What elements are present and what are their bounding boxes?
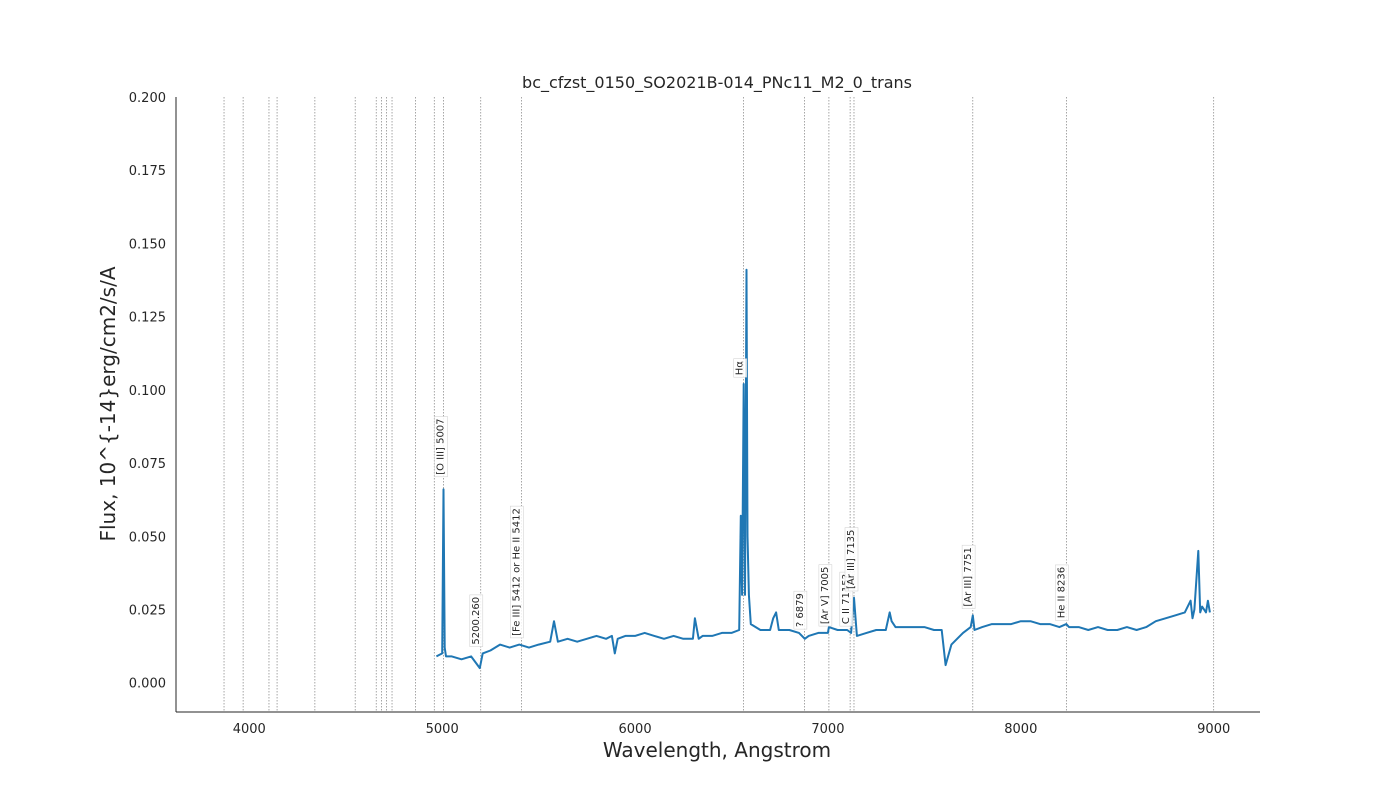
y-axis-title: Flux, 10^{-14}erg/cm2/s/A — [96, 266, 120, 541]
annotation-label: ? 6879 — [795, 593, 806, 627]
annotation-label: [Ar III] 7135 — [846, 530, 857, 589]
annotation-label: C II 7115? — [841, 574, 852, 624]
reference-lines — [223, 97, 1215, 712]
y-tick-label: 0.125 — [129, 311, 166, 326]
x-tick-label: 5000 — [426, 722, 459, 737]
y-tick-label: 0.025 — [129, 604, 166, 619]
annotation-box — [434, 416, 448, 478]
annotation-label: He II 8236 — [1056, 567, 1067, 618]
x-tick-label: 9000 — [1197, 722, 1230, 737]
annotation-label: 5200.260 — [471, 597, 482, 645]
annotation-box — [961, 544, 976, 609]
axes — [175, 97, 1260, 713]
x-tick-label: 6000 — [619, 722, 652, 737]
x-tick-label: 8000 — [1004, 722, 1037, 737]
line-annotation: ? 6879 — [793, 590, 808, 630]
annotation-box — [1055, 564, 1069, 621]
annotation-label: [O III] 5007 — [436, 418, 447, 474]
annotation-box — [510, 505, 524, 639]
y-tick-label: 0.050 — [129, 530, 166, 545]
spectrum-line — [435, 268, 1211, 670]
y-tick-label: 0.200 — [129, 91, 166, 106]
line-annotations: [O III] 5007 5200.260 [Fe III] 5412 or He … — [434, 358, 1069, 647]
annotation-label: Hα — [735, 361, 746, 376]
annotation-box — [469, 594, 484, 647]
y-tick-label: 0.175 — [129, 164, 166, 179]
line-annotation: [Ar V] 7005 — [818, 564, 833, 627]
line-annotation: He II 8236 — [1055, 564, 1069, 621]
line-annotation: 5200.260 — [469, 594, 484, 647]
y-tick-label: 0.100 — [129, 384, 166, 399]
chart-title: bc_cfzst_0150_SO2021B-014_PNc11_M2_0_tra… — [522, 73, 912, 93]
x-tick-label: 7000 — [811, 722, 844, 737]
annotation-label: [Ar III] 7751 — [963, 547, 974, 606]
y-tick-label: 0.150 — [129, 237, 166, 252]
x-tick-labels: 4000 5000 6000 7000 8000 9000 — [233, 722, 1231, 737]
y-tick-labels: 0.000 0.025 0.050 0.075 0.100 0.125 0.150 0.175… — [129, 91, 166, 692]
line-annotation: Hα — [733, 358, 747, 378]
y-tick-label: 0.075 — [129, 457, 166, 472]
annotation-box — [733, 358, 747, 378]
line-annotation: [Ar III] 7135 — [844, 527, 859, 592]
x-tick-label: 4000 — [233, 722, 266, 737]
y-tick-label: 0.000 — [129, 677, 166, 692]
line-annotation: [Ar III] 7751 — [961, 544, 976, 609]
line-annotation: [Fe III] 5412 or He II 5412 — [510, 505, 524, 639]
annotation-label: [Ar V] 7005 — [820, 567, 831, 624]
x-axis-title: Wavelength, Angstrom — [603, 738, 831, 762]
annotation-box — [793, 590, 808, 630]
annotation-label: [Fe III] 5412 or He II 5412 — [511, 508, 522, 636]
annotation-box — [818, 564, 833, 627]
annotation-box — [844, 527, 859, 592]
line-annotation: [O III] 5007 — [434, 416, 448, 478]
series-group — [435, 268, 1211, 670]
